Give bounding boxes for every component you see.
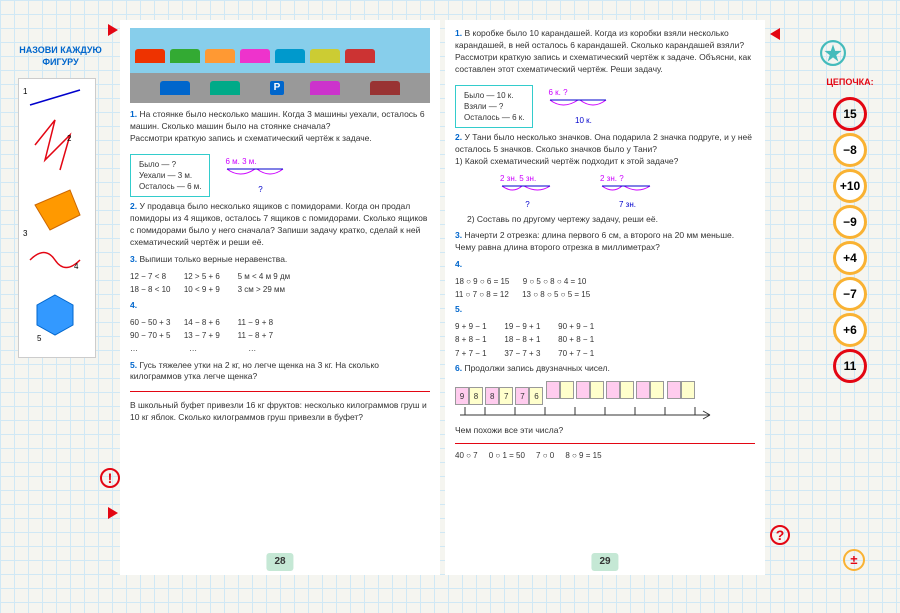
- chain-bubble: 11: [833, 349, 867, 383]
- arrow-icon: [108, 24, 118, 36]
- page-28: P 1. На стоянке было несколько машин. Ко…: [120, 20, 440, 575]
- page-number: 28: [266, 553, 293, 571]
- chain-panel: ЦЕПОЧКА: 15−8+10−9+4−7+611: [820, 40, 880, 385]
- chain-bubble: −9: [833, 205, 867, 239]
- arrow-icon: [770, 28, 780, 40]
- summary-box: Было — ? Уехали — 3 м. Осталось — 6 м.: [130, 154, 210, 198]
- chain-bubble: +4: [833, 241, 867, 275]
- arrow-icon: [108, 507, 118, 519]
- question-icon: ?: [770, 525, 790, 545]
- summary-box: Было — 10 к. Взяли — ? Осталось — 6 к.: [455, 85, 533, 129]
- chain-bubble: +10: [833, 169, 867, 203]
- cars-illustration: P: [130, 28, 430, 103]
- left-panel-title: НАЗОВИ КАЖДУЮ ФИГУРУ: [18, 45, 103, 68]
- chain-bubble: +6: [833, 313, 867, 347]
- chain-bubble: −8: [833, 133, 867, 167]
- page-29: 1. В коробке было 10 карандашей. Когда и…: [445, 20, 765, 575]
- plusminus-icon: ±: [843, 549, 865, 571]
- chain-bubble: 15: [833, 97, 867, 131]
- number-line: 98 87 76: [455, 381, 755, 421]
- exclaim-icon: !: [100, 468, 120, 488]
- star-icon: [820, 40, 846, 66]
- shapes-box: 1 2 3 4 5: [18, 78, 96, 358]
- page-number: 29: [591, 553, 618, 571]
- chain-bubble: −7: [833, 277, 867, 311]
- chain-title: ЦЕПОЧКА:: [820, 77, 880, 87]
